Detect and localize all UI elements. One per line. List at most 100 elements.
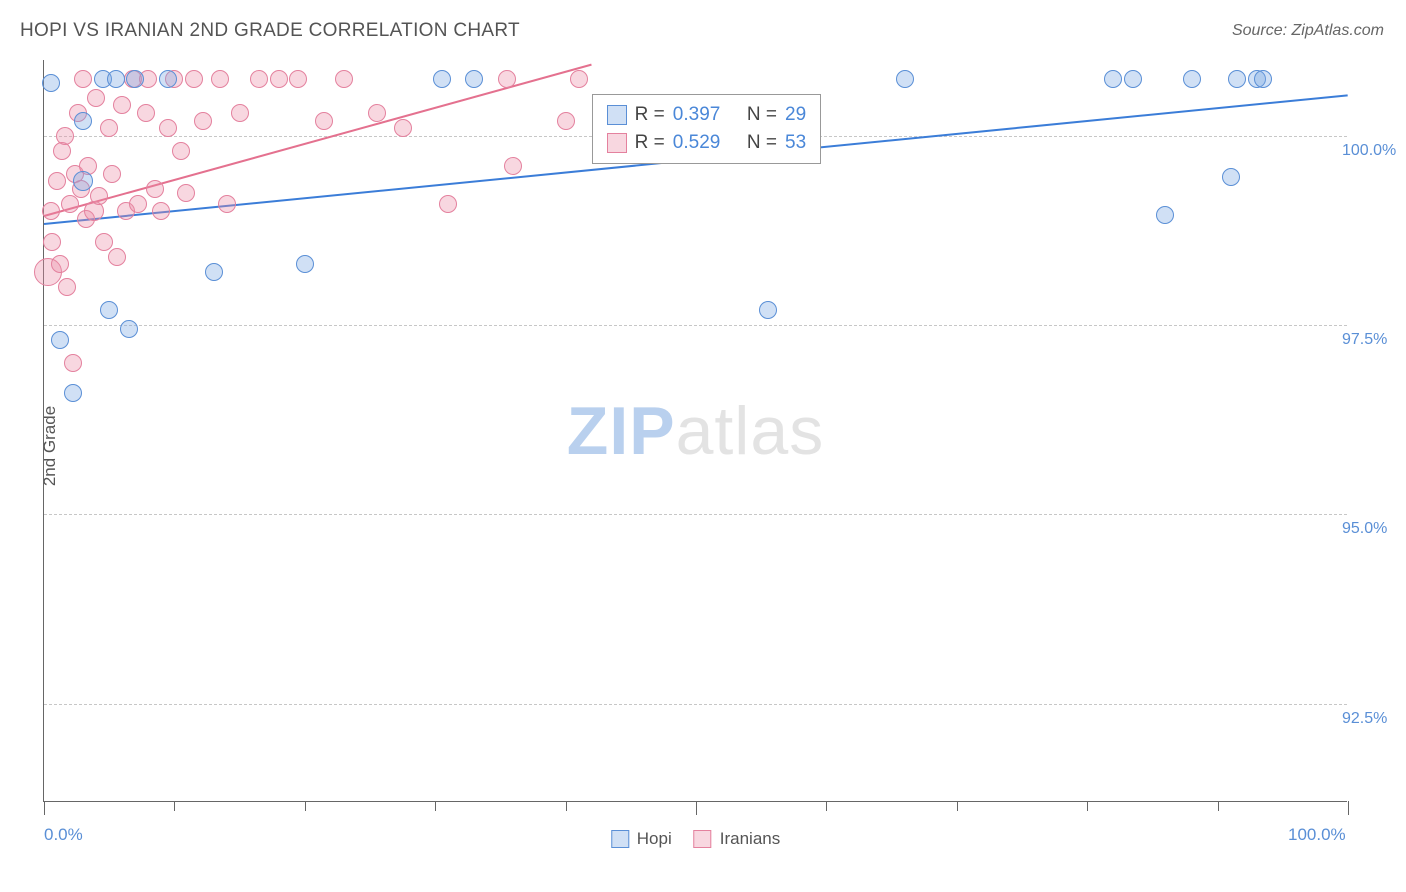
data-point-hopi — [433, 70, 451, 88]
stats-r-label: R = — [635, 101, 665, 129]
data-point-iranian — [289, 70, 307, 88]
data-point-iranian — [95, 233, 113, 251]
data-point-iranian — [368, 104, 386, 122]
x-tick-minor — [1087, 801, 1088, 811]
y-tick-label: 100.0% — [1342, 142, 1397, 160]
y-tick-label: 97.5% — [1342, 331, 1397, 349]
legend-swatch — [694, 830, 712, 848]
data-point-iranian — [504, 157, 522, 175]
data-point-hopi — [1183, 70, 1201, 88]
data-point-iranian — [439, 195, 457, 213]
data-point-iranian — [218, 195, 236, 213]
x-tick-minor — [826, 801, 827, 811]
data-point-iranian — [137, 104, 155, 122]
x-tick-major — [1348, 801, 1349, 815]
x-tick-minor — [566, 801, 567, 811]
data-point-iranian — [557, 112, 575, 130]
data-point-iranian — [74, 70, 92, 88]
stats-row: R =0.397 N =29 — [607, 101, 806, 129]
x-tick-minor — [435, 801, 436, 811]
data-point-hopi — [107, 70, 125, 88]
data-point-hopi — [896, 70, 914, 88]
stats-r-value: 0.529 — [673, 129, 721, 157]
data-point-hopi — [42, 74, 60, 92]
data-point-iranian — [177, 184, 195, 202]
data-point-iranian — [270, 70, 288, 88]
x-tick-label: 0.0% — [44, 825, 83, 845]
data-point-hopi — [74, 112, 92, 130]
data-point-iranian — [42, 202, 60, 220]
data-point-hopi — [759, 301, 777, 319]
watermark-atlas: atlas — [676, 393, 825, 469]
data-point-iranian — [335, 70, 353, 88]
data-point-hopi — [159, 70, 177, 88]
data-point-iranian — [172, 142, 190, 160]
data-point-iranian — [61, 195, 79, 213]
data-point-hopi — [51, 331, 69, 349]
data-point-hopi — [126, 70, 144, 88]
legend-item: Iranians — [694, 829, 780, 849]
data-point-iranian — [129, 195, 147, 213]
data-point-iranian — [64, 354, 82, 372]
data-point-iranian — [194, 112, 212, 130]
y-tick-label: 92.5% — [1342, 710, 1397, 728]
stats-swatch — [607, 105, 627, 125]
x-tick-minor — [957, 801, 958, 811]
stats-swatch — [607, 133, 627, 153]
data-point-hopi — [1124, 70, 1142, 88]
data-point-hopi — [205, 263, 223, 281]
data-point-iranian — [394, 119, 412, 137]
chart-title: HOPI VS IRANIAN 2ND GRADE CORRELATION CH… — [20, 20, 520, 42]
data-point-iranian — [570, 70, 588, 88]
data-point-iranian — [103, 165, 121, 183]
x-tick-minor — [174, 801, 175, 811]
legend: Hopi Iranians — [611, 829, 780, 849]
stats-row: R =0.529 N =53 — [607, 129, 806, 157]
data-point-hopi — [100, 301, 118, 319]
data-point-iranian — [113, 96, 131, 114]
stats-n-label: N = — [747, 101, 777, 129]
legend-label: Hopi — [637, 829, 672, 849]
data-point-hopi — [465, 70, 483, 88]
legend-swatch — [611, 830, 629, 848]
data-point-iranian — [185, 70, 203, 88]
data-point-iranian — [231, 104, 249, 122]
stats-box: R =0.397 N =29R =0.529 N =53 — [592, 94, 821, 164]
data-point-iranian — [87, 89, 105, 107]
data-point-iranian — [152, 202, 170, 220]
data-point-hopi — [1156, 206, 1174, 224]
stats-n-label: N = — [747, 129, 777, 157]
gridline — [44, 325, 1347, 326]
data-point-iranian — [211, 70, 229, 88]
source-label: Source: ZipAtlas.com — [1232, 22, 1384, 40]
watermark: ZIPatlas — [567, 392, 824, 470]
data-point-iranian — [56, 127, 74, 145]
chart-container: HOPI VS IRANIAN 2ND GRADE CORRELATION CH… — [0, 0, 1406, 892]
data-point-iranian — [250, 70, 268, 88]
data-point-iranian — [498, 70, 516, 88]
stats-r-label: R = — [635, 129, 665, 157]
data-point-iranian — [51, 255, 69, 273]
data-point-hopi — [64, 384, 82, 402]
x-tick-minor — [1218, 801, 1219, 811]
data-point-iranian — [90, 187, 108, 205]
data-point-hopi — [1222, 168, 1240, 186]
plot-area: ZIPatlas 100.0%97.5%95.0%92.5%0.0%100.0%… — [43, 60, 1347, 802]
data-point-iranian — [108, 248, 126, 266]
x-tick-major — [696, 801, 697, 815]
x-tick-minor — [305, 801, 306, 811]
watermark-zip: ZIP — [567, 393, 676, 469]
data-point-iranian — [48, 172, 66, 190]
data-point-hopi — [296, 255, 314, 273]
legend-label: Iranians — [720, 829, 780, 849]
data-point-iranian — [159, 119, 177, 137]
data-point-hopi — [1254, 70, 1272, 88]
data-point-iranian — [43, 233, 61, 251]
data-point-hopi — [120, 320, 138, 338]
data-point-iranian — [100, 119, 118, 137]
x-tick-label: 100.0% — [1288, 825, 1346, 845]
gridline — [44, 704, 1347, 705]
data-point-iranian — [146, 180, 164, 198]
gridline — [44, 514, 1347, 515]
x-tick-major — [44, 801, 45, 815]
